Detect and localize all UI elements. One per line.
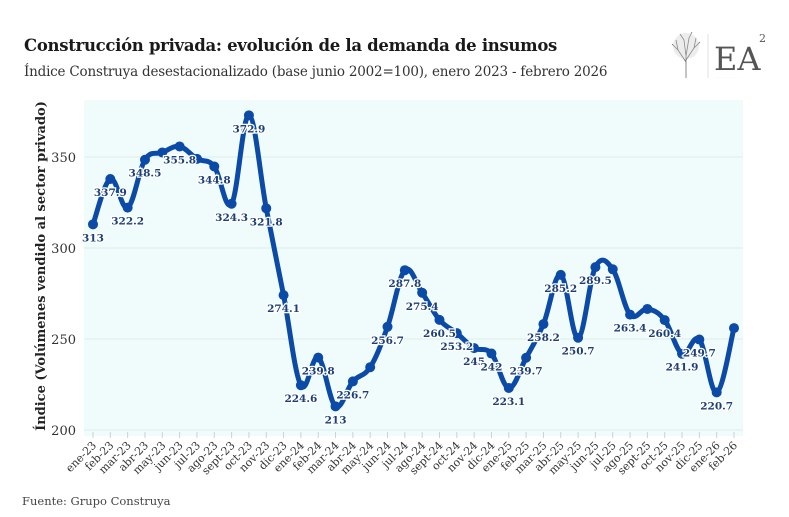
data-point (555, 269, 566, 280)
data-point (88, 219, 98, 230)
logo-text: EA (714, 40, 761, 78)
data-point (729, 323, 739, 334)
data-label: 256.7 (371, 335, 404, 347)
data-point (711, 387, 722, 398)
data-point (278, 290, 289, 301)
data-point (521, 352, 532, 363)
data-point (174, 141, 185, 152)
data-label: 241.9 (666, 362, 699, 374)
data-point (607, 264, 618, 275)
data-label: 355.8 (163, 154, 196, 166)
data-point (694, 334, 705, 345)
data-label: 344.8 (198, 174, 231, 186)
data-label: 258.2 (527, 332, 560, 344)
svg-text:· · · · · · · · · · · ·: · · · · · · · · · · · · (716, 75, 738, 79)
data-point (209, 161, 220, 172)
y-axis-label: Índice (Volúmenes vendido al sector priv… (33, 101, 49, 431)
data-label: 242 (480, 362, 502, 374)
data-point (677, 348, 688, 359)
data-label: 274.1 (267, 303, 300, 315)
data-label: 245 (463, 356, 485, 368)
tree-icon (671, 31, 701, 78)
data-label: 313 (82, 232, 104, 244)
data-label: 260.4 (648, 328, 681, 340)
data-point (451, 328, 462, 339)
y-tick-label: 300 (51, 242, 76, 257)
data-point (573, 332, 584, 343)
data-label: 224.6 (284, 393, 317, 405)
data-label: 285.2 (544, 283, 577, 295)
data-point (382, 321, 393, 332)
data-label: 213 (325, 414, 347, 426)
data-point (139, 154, 150, 165)
data-point (417, 287, 428, 298)
data-point (486, 348, 497, 359)
data-label: 321.8 (250, 216, 283, 228)
data-point (590, 262, 601, 273)
x-axis-ticks: ene-23feb-23mar-23abr-23may-23jun-23jul-… (63, 432, 740, 477)
data-label: 223.1 (492, 396, 525, 408)
data-label: 348.5 (129, 168, 162, 180)
data-point (538, 319, 549, 330)
data-point (243, 110, 254, 121)
logo-superscript: 2 (759, 32, 766, 45)
chart-title: Construcción privada: evolución de la de… (24, 36, 558, 55)
brand-logo: EA 2 · · · · · · · · · · · · (664, 28, 772, 82)
data-point (226, 198, 237, 209)
data-label: 324.3 (215, 212, 248, 224)
data-point (105, 174, 116, 185)
data-label: 287.8 (388, 278, 421, 290)
data-label: 220.7 (700, 400, 733, 412)
y-tick-label: 200 (51, 424, 76, 439)
y-tick-label: 350 (51, 151, 76, 166)
data-point (122, 202, 133, 213)
data-point (261, 203, 272, 214)
data-label: 372.9 (232, 123, 265, 135)
data-point (313, 352, 324, 363)
data-point (642, 303, 653, 314)
data-point (157, 147, 168, 158)
data-point (330, 401, 341, 412)
data-point (347, 376, 358, 387)
data-label: 239.8 (302, 366, 335, 378)
data-label: 249.7 (683, 348, 716, 360)
source-note: Fuente: Grupo Construya (22, 494, 171, 508)
data-label: 239.7 (510, 366, 543, 378)
data-point (399, 265, 410, 276)
data-point (659, 315, 670, 326)
data-label: 250.7 (562, 346, 595, 358)
y-axis-ticks: 200 250 300 350 (51, 151, 76, 439)
data-point (469, 343, 480, 354)
data-label: 226.7 (336, 389, 369, 401)
y-tick-label: 250 (51, 333, 76, 348)
data-point (503, 382, 514, 393)
data-points (88, 110, 739, 412)
data-label: 275.4 (406, 301, 439, 313)
data-point (434, 314, 445, 325)
data-label: 337.9 (94, 187, 127, 199)
data-point (191, 153, 202, 164)
data-label: 253.2 (440, 341, 473, 353)
data-point (295, 380, 306, 391)
data-label: 322.2 (111, 216, 144, 228)
data-label: 289.5 (579, 275, 612, 287)
data-label: 260.5 (423, 328, 456, 340)
chart-subtitle: Índice Construya desestacionalizado (bas… (24, 64, 608, 80)
data-label: 263.4 (614, 323, 647, 335)
data-point (365, 362, 376, 373)
data-point (625, 309, 636, 320)
